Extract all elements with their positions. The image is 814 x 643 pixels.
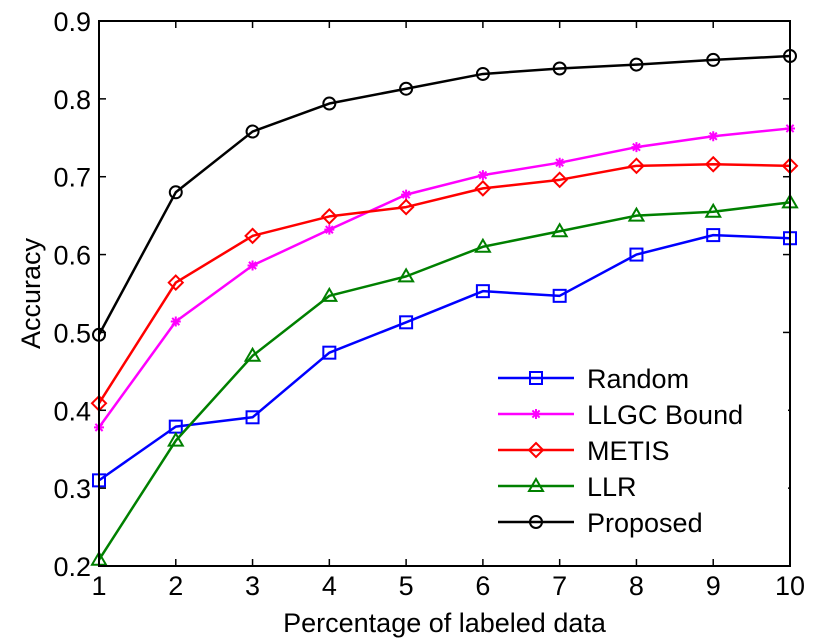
legend-item-llgc-bound: LLGC Bound — [498, 400, 743, 430]
legend-label-random: Random — [587, 364, 689, 394]
y-axis-title: Accuracy — [16, 237, 46, 349]
series-line-llgc-bound — [97, 127, 791, 429]
series-line-llr — [97, 201, 791, 561]
data-point-proposed — [322, 96, 337, 111]
x-tick-label: 4 — [322, 571, 337, 601]
data-point-random — [629, 247, 644, 262]
legend-items: Random LLGC Bound METIS LLR Proposed — [498, 364, 743, 538]
data-point-llgc-bound — [170, 316, 181, 327]
data-point-llgc-bound — [554, 157, 565, 168]
y-tick-label: 0.9 — [53, 7, 91, 37]
data-point-metis — [474, 179, 492, 197]
ticks-layer: 1 2 3 4 5 6 7 8 9 10 0.2 0.3 0.4 0.5 0.6 0.7 0.8 0.9 — [53, 7, 805, 601]
y-tick-label: 0.7 — [53, 163, 91, 193]
data-point-random — [552, 288, 567, 303]
data-point-llr — [397, 267, 415, 283]
data-point-metis — [320, 208, 338, 225]
data-point-llr — [704, 202, 722, 218]
data-point-random — [399, 315, 414, 330]
data-point-llr — [320, 286, 339, 302]
data-point-random — [706, 228, 721, 243]
data-point-metis — [628, 157, 645, 175]
y-tick-label: 0.4 — [53, 396, 91, 426]
data-point-proposed — [475, 66, 490, 81]
x-tick-label: 10 — [775, 571, 805, 601]
x-tick-label: 6 — [475, 571, 490, 601]
data-point-random — [245, 410, 260, 425]
data-point-llgc-bound — [631, 142, 642, 153]
data-point-metis — [397, 198, 415, 216]
legend-marker-llgc-bound — [531, 409, 541, 419]
legend-item-metis: METIS — [498, 436, 670, 466]
data-point-proposed — [245, 124, 260, 139]
data-point-llgc-bound — [324, 224, 335, 235]
x-tick-label: 7 — [552, 571, 567, 601]
series-line-random — [98, 233, 791, 482]
legend-marker-llr — [527, 477, 545, 492]
data-point-random — [322, 345, 337, 360]
data-point-llgc-bound — [247, 260, 258, 271]
x-tick-label: 3 — [245, 571, 260, 601]
data-point-proposed — [629, 57, 644, 72]
data-point-llr — [474, 237, 492, 253]
x-tick-label: 1 — [91, 571, 106, 601]
legend-item-proposed: Proposed — [498, 508, 703, 538]
y-tick-label: 0.3 — [53, 474, 91, 504]
data-point-llgc-bound — [477, 170, 488, 181]
legend-marker-random — [529, 371, 543, 385]
legend-label-proposed: Proposed — [587, 508, 703, 538]
plot-area-frame — [98, 20, 791, 567]
legend-label-llgc-bound: LLGC Bound — [587, 400, 743, 430]
data-point-random — [475, 284, 490, 299]
y-tick-label: 0.6 — [53, 241, 91, 271]
legend-marker-proposed — [529, 515, 543, 529]
data-point-llr — [167, 431, 185, 447]
data-point-llgc-bound — [401, 189, 412, 200]
y-tick-label: 0.2 — [53, 552, 91, 582]
legend: Random LLGC Bound METIS LLR Proposed — [492, 362, 788, 550]
x-tick-label: 5 — [399, 571, 414, 601]
data-point-proposed — [552, 61, 567, 76]
data-point-metis — [551, 171, 569, 189]
x-tick-label: 2 — [168, 571, 183, 601]
data-point-llr — [243, 346, 262, 362]
data-point-llr — [550, 222, 569, 238]
y-tick-label: 0.5 — [53, 318, 91, 348]
legend-label-metis: METIS — [587, 436, 670, 466]
data-point-proposed — [706, 52, 721, 67]
data-point-metis — [167, 274, 185, 292]
series-layer — [90, 49, 799, 566]
x-tick-label: 9 — [706, 571, 721, 601]
data-point-proposed — [399, 81, 414, 96]
legend-label-llr: LLR — [587, 472, 637, 502]
data-point-llr — [627, 206, 646, 222]
x-axis-title: Percentage of labeled data — [283, 608, 607, 638]
data-point-metis — [704, 155, 722, 173]
y-tick-label: 0.8 — [53, 85, 91, 115]
data-point-proposed — [168, 185, 183, 200]
x-tick-label: 8 — [629, 571, 644, 601]
data-point-llgc-bound — [708, 131, 719, 142]
legend-item-random: Random — [498, 364, 689, 394]
series-proposed — [92, 49, 797, 342]
series-line-metis — [97, 163, 791, 404]
data-point-metis — [244, 227, 261, 245]
legend-marker-metis — [527, 441, 545, 459]
legend-item-llr: LLR — [498, 472, 637, 502]
series-line-proposed — [97, 54, 791, 336]
